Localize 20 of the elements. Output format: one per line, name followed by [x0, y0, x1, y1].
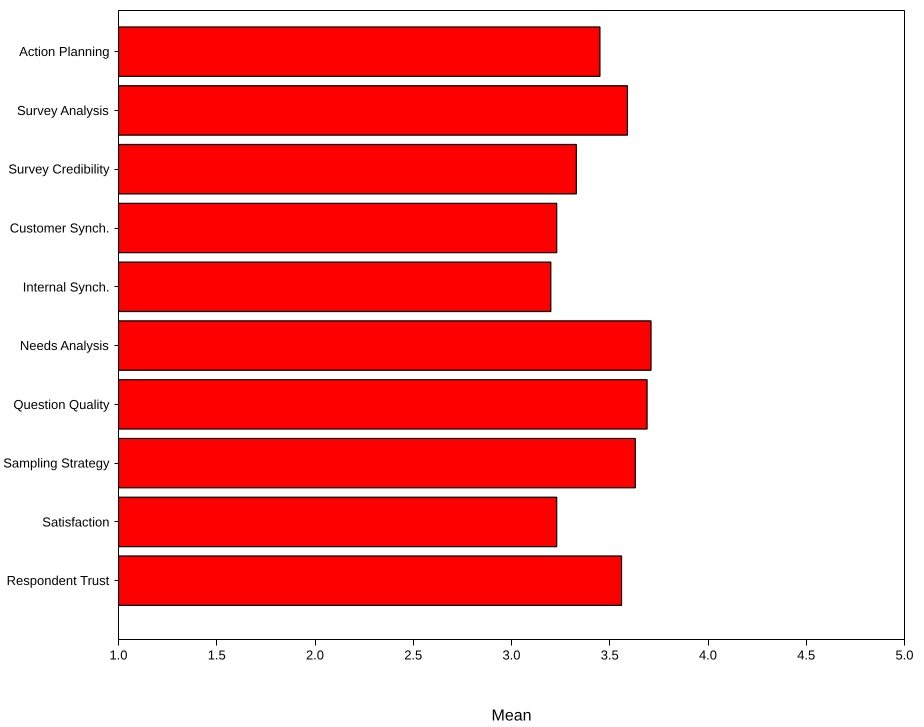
x-tick-label: 3.5	[600, 648, 619, 662]
x-tick-label: 2.0	[306, 648, 324, 662]
y-tick-label: Customer Synch.	[10, 220, 110, 236]
y-tick-label: Satisfaction	[42, 514, 110, 530]
x-tick-label: 5.0	[895, 648, 914, 662]
y-tick-label: Action Planning	[19, 44, 110, 60]
y-tick-label: Survey Credibility	[8, 162, 110, 177]
x-tick-label: 4.0	[698, 648, 718, 662]
y-tick-label: Needs Analysis	[20, 338, 110, 354]
x-tick-label: 4.5	[797, 648, 816, 662]
y-tick-label: Sampling Strategy	[3, 456, 110, 471]
x-tick-label: 1.0	[109, 648, 128, 662]
y-tick-label: Question Quality	[13, 396, 110, 412]
x-tick-label: 2.5	[404, 648, 422, 662]
x-axis-title: Mean	[491, 708, 532, 724]
y-tick-label: Respondent Trust	[6, 573, 110, 588]
x-tick-label: 1.5	[208, 648, 226, 662]
y-tick-label: Survey Analysis	[17, 102, 110, 118]
x-tick-label: 3.0	[502, 648, 521, 662]
y-tick-label: Internal Synch.	[22, 279, 110, 294]
